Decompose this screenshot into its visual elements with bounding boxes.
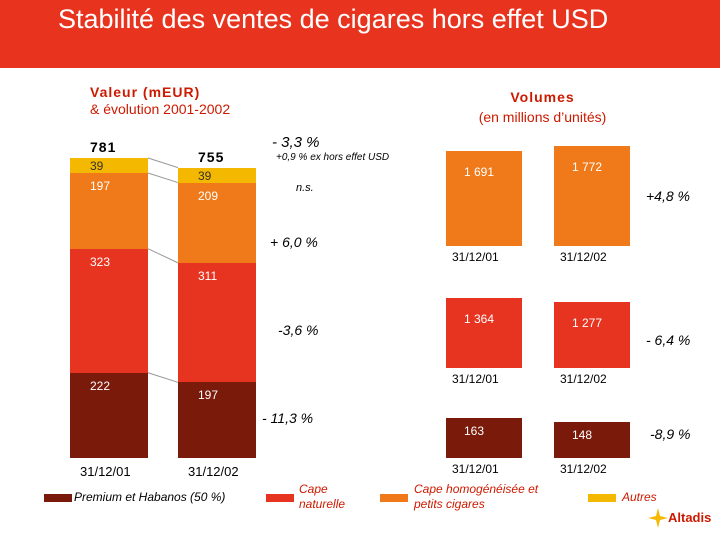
volume-subtitle-line1: Volumes [510,89,575,105]
value-bar-autres-2 [178,167,256,183]
value-subtitle-line2: & évolution 2001-2002 [90,101,231,117]
volume-label-premium-1: 163 [464,424,485,438]
value-connector-autres [147,157,179,169]
value-bar-autres-1 [70,158,148,173]
title-bar: Stabilité des ventes de cigares hors eff… [0,0,720,68]
value-bar-premium-1 [70,372,148,458]
volume-label-naturelle-2: 1 277 [572,316,603,331]
volume-bar-naturelle-2 [554,302,630,368]
value-evolution-naturelle: -3,6 % [278,322,319,338]
value-connector-naturelle [147,248,179,264]
volume-bar-naturelle-1 [446,298,522,368]
volume-xtick-premium-2: 31/12/02 [560,462,607,476]
logo-text: Altadis [668,510,712,525]
volume-bar-premium-2 [554,421,630,458]
volume-evolution-homogeneisee: +4,8 % [646,188,690,204]
volume-evolution-naturelle: - 6,4 % [646,332,691,348]
value-total-evolution-note: +0,9 % ex hors effet USD [276,152,390,163]
value-label-naturelle-1: 323 [90,254,111,269]
value-label-premium-2: 197 [198,388,219,403]
value-bar-naturelle-1 [70,248,148,373]
value-label-autres-1: 39 [90,159,104,173]
volume-bar-homogeneisee-2 [554,146,630,246]
legend-label-premium: Premium et Habanos (50 %) [74,490,226,504]
legend-swatch-naturelle [266,494,294,502]
legend-swatch-premium [44,494,72,502]
legend-label-naturelle: Cape naturelle [299,482,346,511]
value-bar-naturelle-2 [178,262,256,383]
value-bar-homogeneisee-1 [70,172,148,249]
volume-xtick-homogeneisee-2: 31/12/02 [560,250,607,264]
volume-label-naturelle-1: 1 364 [464,312,495,326]
legend-label-homogeneisee: Cape homogénéisée et petits cigares [414,482,539,511]
value-bar-homogeneisee-2 [178,182,256,263]
value-xtick-2: 31/12/02 [188,464,239,479]
volume-label-homogeneisee-2: 1 772 [572,160,603,174]
volume-evolution-premium: -8,9 % [650,426,691,442]
volume-xtick-naturelle-2: 31/12/02 [560,372,607,386]
altadis-star-icon [648,508,668,528]
volume-chart-subtitle: Volumes (en millions d’unités) [455,87,630,127]
value-label-naturelle-2: 311 [198,268,218,283]
value-bar-premium-2 [178,382,256,458]
value-chart-subtitle: Valeur (mEUR) & évolution 2001-2002 [90,84,230,118]
value-total-2: 755 [198,148,225,165]
page-title: Stabilité des ventes de cigares hors eff… [58,4,609,34]
legend-label-autres: Autres [622,490,657,504]
value-label-homogeneisee-1: 197 [90,178,111,193]
value-label-premium-1: 222 [90,378,111,393]
legend-swatch-autres [588,494,616,502]
volume-bar-homogeneisee-1 [446,150,522,246]
legend-swatch-homogeneisee [380,494,408,502]
value-connector-homogeneisee [147,172,179,184]
volume-bar-premium-1 [446,418,522,458]
value-evolution-homogeneisee: + 6,0 % [270,234,318,250]
volume-subtitle-line2: (en millions d’unités) [478,109,607,125]
value-evolution-premium: - 11,3 % [262,410,314,426]
value-label-autres-2: 39 [198,168,212,183]
volume-xtick-premium-1: 31/12/01 [452,462,499,476]
value-xtick-1: 31/12/01 [80,464,131,479]
value-evolution-autres: n.s. [296,182,314,194]
value-label-homogeneisee-2: 209 [198,188,219,203]
value-subtitle-line1: Valeur (mEUR) [90,84,201,100]
volume-label-premium-2: 148 [572,427,593,442]
value-connector-premium [147,372,179,383]
value-total-1: 781 [90,139,117,155]
volume-label-homogeneisee-1: 1 691 [464,164,495,179]
volume-xtick-homogeneisee-1: 31/12/01 [452,250,499,264]
value-total-evolution: - 3,3 % [272,134,320,151]
volume-xtick-naturelle-1: 31/12/01 [452,372,499,386]
